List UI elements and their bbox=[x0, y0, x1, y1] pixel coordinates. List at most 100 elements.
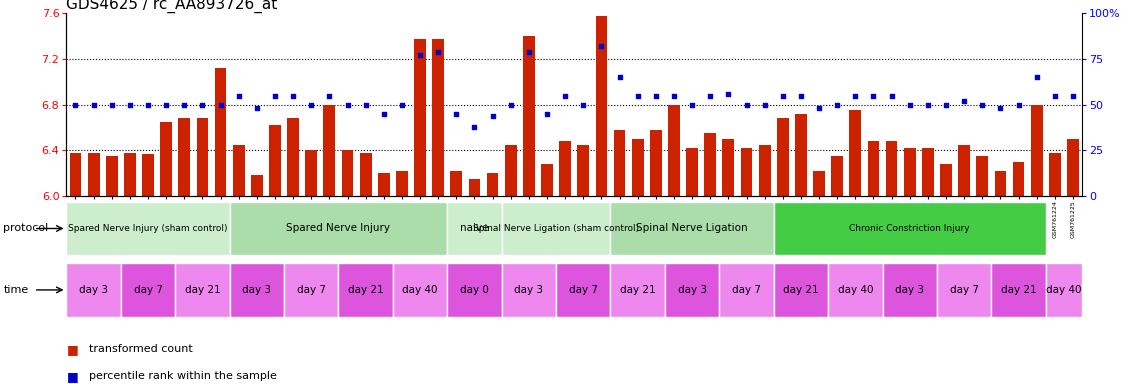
Point bbox=[774, 93, 792, 99]
Text: Spared Nerve Injury: Spared Nerve Injury bbox=[286, 223, 390, 233]
Point bbox=[701, 93, 719, 99]
Bar bbox=[160, 122, 172, 196]
Bar bbox=[66, 202, 230, 255]
Text: day 21: day 21 bbox=[348, 285, 384, 295]
Bar bbox=[505, 144, 516, 196]
Point bbox=[791, 93, 810, 99]
Text: day 3: day 3 bbox=[243, 285, 271, 295]
Bar bbox=[995, 171, 1006, 196]
Bar bbox=[610, 263, 665, 317]
Bar bbox=[1045, 263, 1082, 317]
Point bbox=[937, 101, 955, 108]
Point bbox=[502, 101, 520, 108]
Text: time: time bbox=[3, 285, 29, 295]
Text: day 3: day 3 bbox=[895, 285, 924, 295]
Bar bbox=[777, 118, 789, 196]
Point bbox=[1064, 93, 1082, 99]
Bar bbox=[831, 156, 843, 196]
Text: protocol: protocol bbox=[3, 223, 49, 233]
Point bbox=[610, 74, 629, 80]
Bar bbox=[1067, 139, 1079, 196]
Bar bbox=[251, 175, 262, 196]
Point bbox=[647, 93, 665, 99]
Bar bbox=[595, 16, 607, 196]
Point bbox=[85, 101, 103, 108]
Point bbox=[247, 105, 266, 111]
Bar bbox=[448, 263, 502, 317]
Text: day 0: day 0 bbox=[460, 285, 489, 295]
Bar bbox=[214, 68, 227, 196]
Bar bbox=[542, 164, 553, 196]
Bar bbox=[448, 202, 502, 255]
Bar bbox=[868, 141, 879, 196]
Text: GDS4625 / rc_AA893726_at: GDS4625 / rc_AA893726_at bbox=[66, 0, 277, 13]
Bar bbox=[937, 263, 992, 317]
Point bbox=[810, 105, 828, 111]
Text: Spinal Nerve Ligation: Spinal Nerve Ligation bbox=[637, 223, 748, 233]
Bar bbox=[992, 263, 1045, 317]
Bar bbox=[719, 263, 774, 317]
Point bbox=[574, 101, 592, 108]
Bar bbox=[88, 152, 100, 196]
Point bbox=[1010, 101, 1028, 108]
Point bbox=[393, 101, 411, 108]
Point bbox=[339, 101, 357, 108]
Bar bbox=[813, 171, 824, 196]
Bar bbox=[774, 202, 1045, 255]
Bar bbox=[958, 144, 970, 196]
Point bbox=[520, 49, 538, 55]
Bar bbox=[741, 148, 752, 196]
Point bbox=[846, 93, 864, 99]
Bar bbox=[1012, 162, 1025, 196]
Bar bbox=[774, 263, 828, 317]
Bar bbox=[287, 118, 299, 196]
Bar bbox=[1049, 152, 1060, 196]
Bar bbox=[230, 202, 448, 255]
Text: day 3: day 3 bbox=[678, 285, 706, 295]
Bar bbox=[940, 164, 951, 196]
Bar bbox=[487, 173, 498, 196]
Point bbox=[411, 52, 429, 58]
Point bbox=[284, 93, 302, 99]
Point bbox=[955, 98, 973, 104]
Text: day 21: day 21 bbox=[619, 285, 655, 295]
Point bbox=[66, 101, 85, 108]
Text: day 40: day 40 bbox=[402, 285, 437, 295]
Point bbox=[629, 93, 647, 99]
Point bbox=[992, 105, 1010, 111]
Point bbox=[682, 101, 701, 108]
Point bbox=[973, 101, 992, 108]
Text: naive: naive bbox=[460, 223, 489, 233]
Text: day 21: day 21 bbox=[783, 285, 819, 295]
Bar bbox=[977, 156, 988, 196]
Point bbox=[429, 49, 448, 55]
Point bbox=[448, 111, 466, 117]
Point bbox=[120, 101, 139, 108]
Bar bbox=[142, 154, 153, 196]
Text: day 40: day 40 bbox=[1047, 285, 1082, 295]
Point bbox=[1027, 74, 1045, 80]
Bar bbox=[269, 125, 281, 196]
Text: Spinal Nerve Ligation (sham control): Spinal Nerve Ligation (sham control) bbox=[473, 224, 639, 233]
Text: day 7: day 7 bbox=[297, 285, 325, 295]
Point bbox=[103, 101, 121, 108]
Text: day 3: day 3 bbox=[514, 285, 544, 295]
Point bbox=[592, 43, 610, 50]
Bar bbox=[686, 148, 698, 196]
Point bbox=[157, 101, 175, 108]
Bar bbox=[556, 263, 610, 317]
Point bbox=[1045, 93, 1064, 99]
Text: ■: ■ bbox=[66, 343, 78, 356]
Bar bbox=[632, 139, 643, 196]
Text: percentile rank within the sample: percentile rank within the sample bbox=[89, 371, 277, 381]
Bar bbox=[883, 263, 937, 317]
Point bbox=[212, 101, 230, 108]
Bar bbox=[1030, 105, 1043, 196]
Text: transformed count: transformed count bbox=[89, 344, 194, 354]
Point bbox=[302, 101, 321, 108]
Bar bbox=[341, 150, 354, 196]
Text: day 7: day 7 bbox=[569, 285, 598, 295]
Bar bbox=[650, 130, 662, 196]
Point bbox=[665, 93, 684, 99]
Bar bbox=[450, 171, 463, 196]
